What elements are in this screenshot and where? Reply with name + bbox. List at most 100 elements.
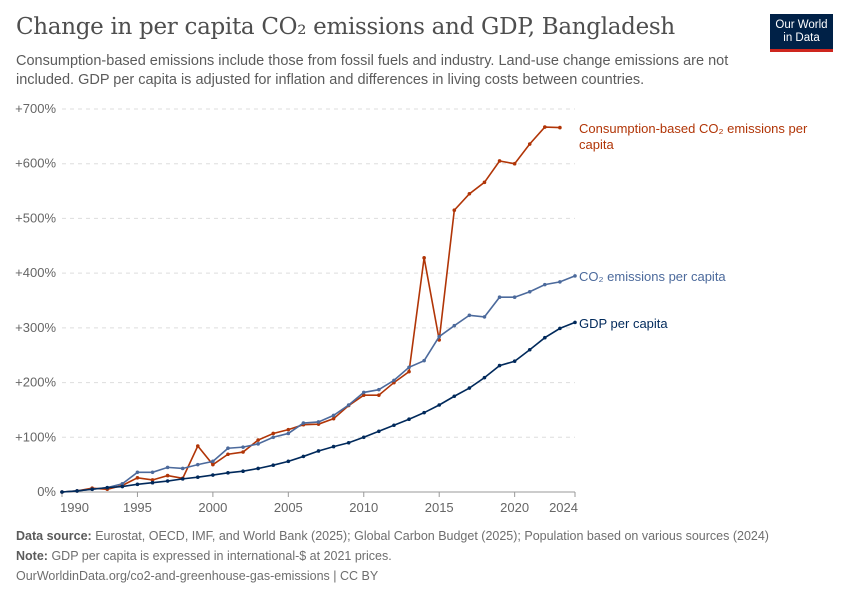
data-point xyxy=(226,446,230,451)
data-point xyxy=(241,469,245,474)
note-label: Note: xyxy=(16,549,48,563)
source-text: Eurostat, OECD, IMF, and World Bank (202… xyxy=(95,529,769,543)
data-point xyxy=(512,295,517,300)
data-point xyxy=(150,470,155,475)
series-line xyxy=(61,321,576,493)
data-point xyxy=(377,429,381,434)
data-point xyxy=(422,358,426,363)
data-point xyxy=(301,421,306,425)
series-label: CO₂ emissions per capita xyxy=(579,269,726,284)
data-point xyxy=(195,475,200,480)
owid-logo[interactable]: Our World in Data xyxy=(770,14,833,52)
data-point xyxy=(301,454,306,459)
data-point xyxy=(573,274,577,278)
data-point xyxy=(482,315,487,319)
data-point xyxy=(180,477,185,481)
data-point xyxy=(150,480,155,485)
data-point xyxy=(482,375,487,380)
data-point xyxy=(271,435,276,440)
data-point xyxy=(75,489,79,493)
data-point xyxy=(497,295,502,300)
data-point xyxy=(573,320,577,325)
x-tick-label: 2020 xyxy=(500,500,529,515)
data-point xyxy=(90,487,94,492)
data-point xyxy=(527,347,532,352)
x-tick-label: 2024 xyxy=(549,500,578,515)
data-point xyxy=(226,471,230,475)
data-point xyxy=(407,369,411,374)
data-point xyxy=(331,444,336,449)
data-point xyxy=(527,142,532,146)
chart-subtitle: Consumption-based emissions include thos… xyxy=(16,53,729,88)
data-point xyxy=(135,475,140,480)
data-point xyxy=(512,359,517,364)
data-point xyxy=(165,465,170,470)
data-point xyxy=(558,125,562,130)
y-tick-label: +100% xyxy=(15,429,56,444)
data-point xyxy=(346,440,351,445)
data-point xyxy=(543,125,547,129)
note-text: GDP per capita is expressed in internati… xyxy=(51,549,392,563)
data-point xyxy=(256,438,260,442)
data-point xyxy=(226,452,230,457)
x-tick-label: 1995 xyxy=(123,500,152,515)
data-point xyxy=(120,481,125,486)
data-point xyxy=(512,161,517,166)
data-point xyxy=(497,363,502,368)
data-point xyxy=(452,323,457,328)
data-point xyxy=(271,431,276,436)
data-point xyxy=(316,420,321,424)
data-point xyxy=(497,159,502,163)
y-tick-label: +200% xyxy=(15,375,56,390)
data-point xyxy=(452,394,457,399)
data-point xyxy=(437,403,442,407)
data-point xyxy=(558,326,562,331)
source-url[interactable]: OurWorldinData.org/co2-and-greenhouse-ga… xyxy=(16,569,379,583)
y-tick-label: +500% xyxy=(15,210,56,225)
data-point xyxy=(256,442,260,446)
x-tick-label: 2000 xyxy=(198,500,227,515)
data-point xyxy=(331,413,336,418)
data-point xyxy=(361,393,366,397)
x-tick-label: 2010 xyxy=(349,500,378,515)
y-tick-label: +700% xyxy=(15,101,56,116)
y-tick-label: +600% xyxy=(15,156,56,171)
data-point xyxy=(135,482,140,487)
data-point xyxy=(195,444,200,448)
y-tick-label: +400% xyxy=(15,265,56,280)
data-point xyxy=(452,208,457,213)
data-point xyxy=(286,431,291,436)
series-label: Consumption-based CO₂ emissions per capit… xyxy=(579,121,808,152)
x-tick-label: 1990 xyxy=(60,500,89,515)
data-point xyxy=(241,450,245,454)
data-point xyxy=(331,416,336,421)
data-point xyxy=(165,479,170,483)
data-point xyxy=(467,386,472,390)
data-source: Data source: Eurostat, OECD, IMF, and Wo… xyxy=(16,529,769,543)
y-tick-label: 0% xyxy=(37,484,56,499)
data-point xyxy=(437,334,442,339)
data-point xyxy=(195,462,200,467)
data-point xyxy=(407,417,411,422)
data-point xyxy=(543,335,547,340)
data-point xyxy=(422,256,426,260)
data-point xyxy=(467,313,472,318)
data-point xyxy=(543,282,547,287)
data-point xyxy=(361,435,366,440)
data-point xyxy=(392,378,396,383)
data-point xyxy=(165,473,170,478)
data-point xyxy=(558,280,562,284)
series-line xyxy=(61,275,576,493)
data-point xyxy=(286,427,291,432)
data-point xyxy=(482,180,487,185)
source-label: Data source: xyxy=(16,529,92,543)
data-point xyxy=(135,470,140,475)
data-point xyxy=(120,484,125,489)
data-point xyxy=(211,459,215,464)
data-point xyxy=(211,473,215,477)
data-point xyxy=(241,445,245,449)
data-point xyxy=(316,449,321,453)
chart-title: Change in per capita CO₂ emissions and G… xyxy=(16,14,675,40)
